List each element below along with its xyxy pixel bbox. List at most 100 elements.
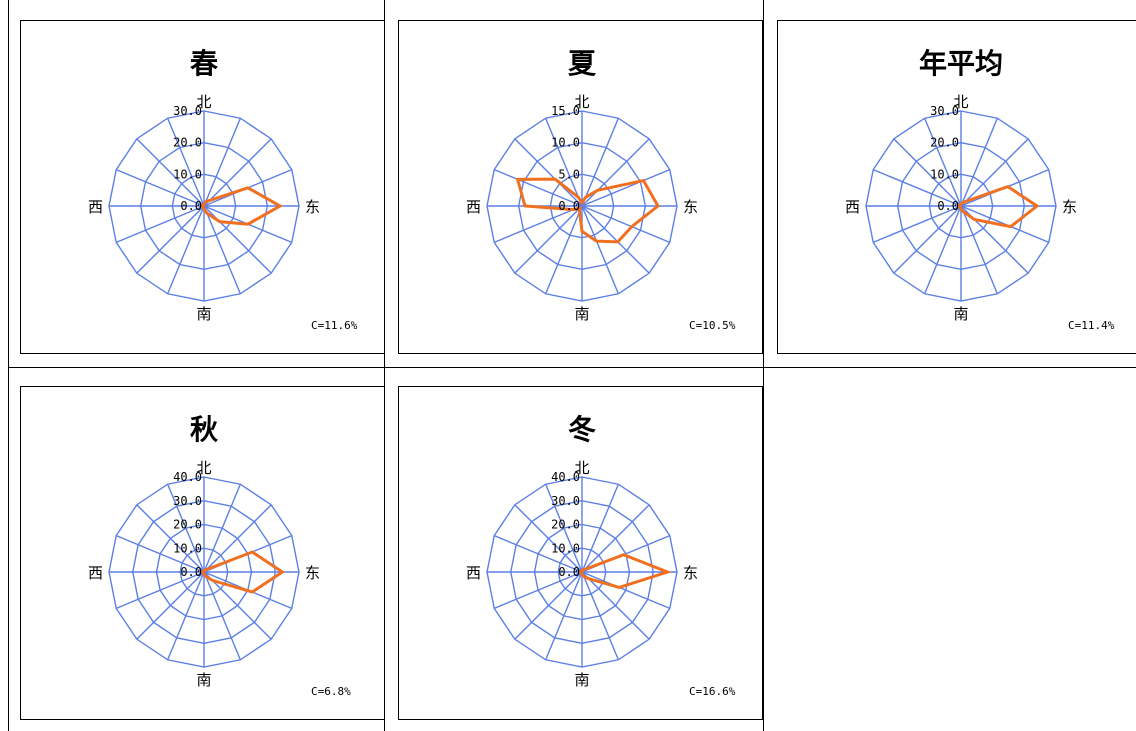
radar-chart: 0.0 10.0 20.0 30.0 40.0 冬北南 东 西 C=16.6% xyxy=(466,413,736,698)
tick-label: 0.0 xyxy=(180,199,202,213)
direction-east-label: 东 xyxy=(1062,198,1077,216)
direction-west-label: 西 xyxy=(466,564,481,582)
direction-north-label: 北 xyxy=(196,459,211,477)
direction-south-label: 南 xyxy=(953,305,968,323)
tick-label: 40.0 xyxy=(173,470,202,484)
tick-label: 10.0 xyxy=(930,167,959,181)
tick-label: 20.0 xyxy=(930,136,959,150)
grid-spoke xyxy=(581,205,671,243)
grid-spoke xyxy=(924,205,962,295)
grid-spoke xyxy=(203,571,272,640)
grid-spoke xyxy=(493,535,583,573)
grid-spoke xyxy=(960,138,1029,207)
calm-label: C=11.6% xyxy=(311,319,358,332)
chart-title: 夏 xyxy=(568,47,597,80)
chart-panel-spring: 0.0 10.0 20.0 30.0 春北南 东 西 C=11.6% xyxy=(20,20,385,354)
direction-west-label: 西 xyxy=(88,198,103,216)
chart-title: 春 xyxy=(190,47,218,80)
grid-spoke xyxy=(872,205,962,243)
grid-spoke xyxy=(893,205,962,274)
tick-label: 0.0 xyxy=(180,565,202,579)
tick-label: 10.0 xyxy=(551,541,580,555)
tick-label: 30.0 xyxy=(930,104,959,118)
grid-spoke xyxy=(545,117,583,207)
tick-label: 30.0 xyxy=(173,104,202,118)
direction-south-label: 南 xyxy=(196,671,211,689)
direction-west-label: 西 xyxy=(845,198,860,216)
grid-spoke xyxy=(581,138,650,207)
grid-spoke xyxy=(203,483,241,573)
chart-title: 冬 xyxy=(568,413,596,446)
grid-spoke xyxy=(203,504,272,573)
direction-east-label: 东 xyxy=(683,564,698,582)
tick-label: 20.0 xyxy=(173,518,202,532)
table-row-divider xyxy=(8,367,1136,368)
grid-spoke xyxy=(514,138,583,207)
grid-spoke xyxy=(545,205,583,295)
chart-panel-autumn: 0.0 10.0 20.0 30.0 40.0 秋北南 东 西 C=6.8% xyxy=(20,386,385,720)
calm-label: C=6.8% xyxy=(311,685,351,698)
direction-west-label: 西 xyxy=(466,198,481,216)
radar-chart: 0.0 10.0 20.0 30.0 春北南 东 西 C=11.6% xyxy=(88,47,358,332)
grid-spoke xyxy=(167,205,205,295)
direction-north-label: 北 xyxy=(574,93,589,111)
grid-spoke xyxy=(136,571,205,640)
grid-spoke xyxy=(115,571,205,609)
grid-spoke xyxy=(493,205,583,243)
grid-spoke xyxy=(514,504,583,573)
grid-spoke xyxy=(203,205,241,295)
direction-west-label: 西 xyxy=(88,564,103,582)
chart-panel-annual: 0.0 10.0 20.0 30.0 年平均北南 东 西 C=11.4% xyxy=(777,20,1136,354)
grid-spoke xyxy=(115,169,205,207)
direction-south-label: 南 xyxy=(574,671,589,689)
tick-label: 0.0 xyxy=(937,199,959,213)
direction-south-label: 南 xyxy=(196,305,211,323)
radar-chart: 0.0 5.0 10.0 15.0 夏北南 东 西 C=10.5% xyxy=(466,47,736,332)
grid-spoke xyxy=(167,571,205,661)
grid-spoke xyxy=(203,117,241,207)
direction-north-label: 北 xyxy=(953,93,968,111)
grid-spoke xyxy=(581,571,619,661)
calm-label: C=11.4% xyxy=(1068,319,1115,332)
radar-chart: 0.0 10.0 20.0 30.0 40.0 秋北南 东 西 C=6.8% xyxy=(88,413,351,698)
tick-label: 30.0 xyxy=(551,494,580,508)
table-divider-1 xyxy=(384,0,385,731)
direction-east-label: 东 xyxy=(305,198,320,216)
grid-spoke xyxy=(960,205,998,295)
grid-spoke xyxy=(136,138,205,207)
grid-spoke xyxy=(203,138,272,207)
grid-spoke xyxy=(960,117,998,207)
grid-spoke xyxy=(167,117,205,207)
grid-spoke xyxy=(581,205,650,274)
tick-label: 15.0 xyxy=(551,104,580,118)
tick-label: 0.0 xyxy=(558,565,580,579)
tick-label: 10.0 xyxy=(173,541,202,555)
tick-label: 10.0 xyxy=(173,167,202,181)
grid-spoke xyxy=(167,483,205,573)
grid-spoke xyxy=(545,483,583,573)
table-border-left xyxy=(8,0,9,731)
grid-spoke xyxy=(203,571,241,661)
grid-spoke xyxy=(581,169,671,207)
tick-label: 30.0 xyxy=(173,494,202,508)
grid-spoke xyxy=(581,504,650,573)
tick-label: 20.0 xyxy=(173,136,202,150)
grid-spoke xyxy=(872,169,962,207)
tick-label: 40.0 xyxy=(551,470,580,484)
grid-spoke xyxy=(514,205,583,274)
grid-spoke xyxy=(115,205,205,243)
grid-spoke xyxy=(514,571,583,640)
grid-spoke xyxy=(493,169,583,207)
direction-south-label: 南 xyxy=(574,305,589,323)
grid-spoke xyxy=(893,138,962,207)
tick-label: 20.0 xyxy=(551,518,580,532)
grid-spoke xyxy=(924,117,962,207)
grid-spoke xyxy=(493,571,583,609)
chart-panel-winter: 0.0 10.0 20.0 30.0 40.0 冬北南 东 西 C=16.6% xyxy=(398,386,763,720)
grid-spoke xyxy=(115,535,205,573)
chart-panel-summer: 0.0 5.0 10.0 15.0 夏北南 东 西 C=10.5% xyxy=(398,20,763,354)
direction-north-label: 北 xyxy=(196,93,211,111)
tick-label: 10.0 xyxy=(551,136,580,150)
tick-label: 5.0 xyxy=(558,167,580,181)
